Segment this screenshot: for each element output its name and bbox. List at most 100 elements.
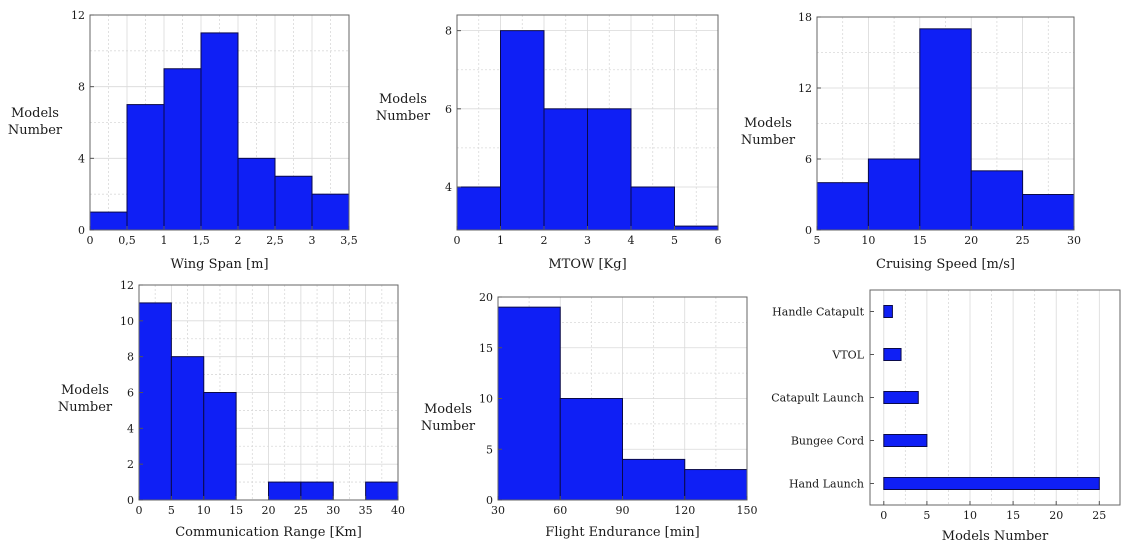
y-tick-label: 6 xyxy=(127,387,134,400)
mtow-chart: 0 1 2 3 4 5 6 4 6 8 MTOW [Kg] Models Number xyxy=(376,14,722,272)
x-tick-label: 10 xyxy=(963,509,977,522)
y-tick-label: 4 xyxy=(127,422,134,435)
x-tick-label: 20 xyxy=(1049,509,1063,522)
x-tick-label: 150 xyxy=(737,504,758,517)
histogram-bar xyxy=(203,392,237,501)
x-tick-label: 0 xyxy=(454,234,461,247)
y-axis-title-line2: Number xyxy=(58,400,113,415)
x-tick-label: 5 xyxy=(923,509,930,522)
histogram-bar xyxy=(126,104,165,231)
x-tick-label: 4 xyxy=(628,234,635,247)
x-tick-label: 5 xyxy=(168,504,175,517)
x-tick-label: 2 xyxy=(235,234,242,247)
y-tick-label: 12 xyxy=(71,9,85,22)
x-tick-label: 120 xyxy=(674,504,695,517)
histogram-bar xyxy=(268,481,302,501)
y-axis-title-line2: Number xyxy=(421,419,476,434)
y-tick-label: 6 xyxy=(445,103,452,116)
x-tick-label: 1 xyxy=(497,234,504,247)
bar-handle-catapult xyxy=(883,305,893,318)
histogram-bar xyxy=(497,306,561,501)
x-tick-label: 20 xyxy=(964,234,978,247)
histogram-bar xyxy=(1022,194,1075,231)
x-tick-label: 25 xyxy=(1016,234,1030,247)
histogram-bar xyxy=(456,186,501,231)
x-tick-label: 5 xyxy=(814,234,821,247)
category-label: Hand Launch xyxy=(789,478,864,491)
y-axis-title-line1: Models xyxy=(379,92,427,107)
x-tick-label: 15 xyxy=(913,234,927,247)
launch-type-chart: Hand Launch Bungee Cord Catapult Launch VTO… xyxy=(771,289,1121,544)
y-tick-label: 2 xyxy=(127,458,134,471)
x-tick-label: 6 xyxy=(715,234,722,247)
x-tick-label: 10 xyxy=(197,504,211,517)
bar-hand-launch xyxy=(883,477,1100,490)
y-axis-title-line1: Models xyxy=(744,116,792,131)
x-tick-label: 3 xyxy=(584,234,591,247)
flight-endurance-chart: 30 60 90 120 150 0 5 10 15 20 Flight Endurance [mi… xyxy=(421,291,758,540)
category-label: VTOL xyxy=(831,349,864,362)
x-axis-title: Cruising Speed [m/s] xyxy=(876,257,1015,272)
histogram-bar xyxy=(867,158,921,231)
x-tick-label: 2,5 xyxy=(266,234,284,247)
y-axis-title-line2: Number xyxy=(376,109,431,124)
histogram-bar xyxy=(630,186,675,231)
histogram-bar xyxy=(300,481,334,501)
y-tick-label: 6 xyxy=(805,153,812,166)
histogram-bar xyxy=(365,481,399,501)
y-axis-title-line1: Models xyxy=(424,402,472,417)
y-tick-label: 0 xyxy=(805,224,812,237)
histogram-bar xyxy=(684,469,748,501)
histogram-bar xyxy=(237,157,276,231)
cruising-speed-chart: 5 10 15 20 25 30 0 6 12 18 Cruising Speed [m/s] Mod… xyxy=(741,11,1081,272)
x-tick-label: 15 xyxy=(229,504,243,517)
x-tick-label: 40 xyxy=(391,504,405,517)
x-tick-label: 0 xyxy=(87,234,94,247)
category-label: Handle Catapult xyxy=(772,306,864,319)
y-tick-label: 12 xyxy=(798,82,812,95)
x-axis-title: Wing Span [m] xyxy=(170,257,268,272)
x-tick-label: 10 xyxy=(861,234,875,247)
category-label: Catapult Launch xyxy=(771,392,864,405)
histogram-bar xyxy=(622,458,686,501)
y-tick-label: 10 xyxy=(479,393,493,406)
histogram-bar xyxy=(311,193,350,231)
histogram-bar xyxy=(274,175,313,231)
x-tick-label: 0 xyxy=(880,509,887,522)
x-tick-label: 2 xyxy=(541,234,548,247)
y-axis-title-line1: Models xyxy=(61,383,109,398)
histogram-bar xyxy=(674,225,719,231)
plot-frame xyxy=(816,16,1075,231)
histogram-bar xyxy=(500,30,545,231)
y-tick-label: 4 xyxy=(445,181,452,194)
y-tick-label: 8 xyxy=(78,81,85,94)
x-tick-label: 3 xyxy=(309,234,316,247)
x-tick-label: 25 xyxy=(294,504,308,517)
y-tick-label: 0 xyxy=(127,494,134,507)
x-axis-title: Communication Range [Km] xyxy=(175,525,362,540)
histogram-bar xyxy=(170,356,205,501)
histogram-bar xyxy=(970,170,1024,231)
y-tick-label: 4 xyxy=(78,152,85,165)
y-tick-label: 18 xyxy=(798,11,812,24)
y-tick-label: 5 xyxy=(486,443,493,456)
histogram-bar xyxy=(89,211,128,231)
x-tick-label: 5 xyxy=(671,234,678,247)
y-tick-label: 15 xyxy=(479,342,493,355)
x-axis-title: Models Number xyxy=(942,529,1049,544)
category-label: Bungee Cord xyxy=(791,435,864,448)
y-axis-title-line2: Number xyxy=(741,133,796,148)
communication-range-chart: 0 5 10 15 20 25 30 35 40 0 2 4 6 8 10 12 Communication R… xyxy=(58,279,405,540)
y-tick-label: 10 xyxy=(120,315,134,328)
y-tick-label: 0 xyxy=(486,494,493,507)
y-tick-label: 20 xyxy=(479,291,493,304)
y-tick-label: 12 xyxy=(120,279,134,292)
x-axis-title: Flight Endurance [min] xyxy=(545,525,699,540)
histogram-bar xyxy=(543,108,588,231)
x-tick-label: 15 xyxy=(1006,509,1020,522)
x-tick-label: 60 xyxy=(553,504,567,517)
x-tick-label: 1,5 xyxy=(192,234,210,247)
histogram-bar xyxy=(587,108,632,231)
plot-frame xyxy=(89,14,350,231)
